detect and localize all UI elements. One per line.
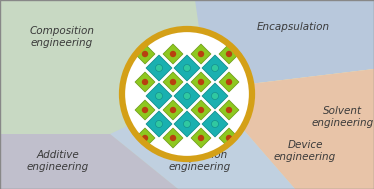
Polygon shape	[0, 134, 178, 189]
Circle shape	[226, 107, 232, 113]
Polygon shape	[208, 69, 374, 189]
Circle shape	[198, 79, 204, 85]
Polygon shape	[202, 111, 228, 137]
Circle shape	[226, 51, 232, 57]
Polygon shape	[146, 83, 172, 109]
Circle shape	[142, 51, 148, 57]
Circle shape	[142, 107, 148, 113]
Polygon shape	[174, 111, 200, 137]
Circle shape	[142, 79, 148, 85]
Polygon shape	[163, 44, 183, 64]
Polygon shape	[135, 128, 155, 148]
Text: Solvent
engineering: Solvent engineering	[312, 106, 374, 128]
Circle shape	[122, 29, 252, 159]
Polygon shape	[110, 89, 295, 189]
Polygon shape	[191, 72, 211, 92]
Circle shape	[198, 107, 204, 113]
Polygon shape	[219, 44, 239, 64]
Polygon shape	[174, 55, 200, 81]
Polygon shape	[191, 128, 211, 148]
Polygon shape	[0, 0, 208, 189]
Polygon shape	[163, 128, 183, 148]
Circle shape	[184, 121, 190, 128]
Polygon shape	[191, 44, 211, 64]
Polygon shape	[219, 100, 239, 120]
Circle shape	[212, 64, 218, 71]
Polygon shape	[163, 72, 183, 92]
Polygon shape	[163, 100, 183, 120]
Polygon shape	[174, 83, 200, 109]
Circle shape	[198, 135, 204, 141]
Circle shape	[170, 79, 176, 85]
Polygon shape	[146, 111, 172, 137]
Text: Device
engineering: Device engineering	[274, 140, 336, 162]
Circle shape	[184, 92, 190, 99]
Circle shape	[226, 79, 232, 85]
Text: Encapsulation: Encapsulation	[257, 22, 329, 32]
Circle shape	[226, 135, 232, 141]
Text: Additive
engineering: Additive engineering	[27, 150, 89, 172]
Text: Dimension
engineering: Dimension engineering	[169, 150, 231, 172]
Polygon shape	[202, 83, 228, 109]
Circle shape	[156, 64, 162, 71]
Circle shape	[156, 92, 162, 99]
Circle shape	[170, 107, 176, 113]
Text: Composition
engineering: Composition engineering	[30, 26, 95, 48]
Polygon shape	[135, 100, 155, 120]
Circle shape	[212, 121, 218, 128]
Polygon shape	[135, 72, 155, 92]
Polygon shape	[219, 128, 239, 148]
Circle shape	[212, 92, 218, 99]
Polygon shape	[208, 69, 374, 189]
Circle shape	[198, 51, 204, 57]
Polygon shape	[191, 100, 211, 120]
Circle shape	[142, 135, 148, 141]
Circle shape	[184, 64, 190, 71]
Circle shape	[156, 121, 162, 128]
Circle shape	[170, 51, 176, 57]
Polygon shape	[135, 44, 155, 64]
Polygon shape	[195, 0, 374, 89]
Polygon shape	[202, 55, 228, 81]
Polygon shape	[146, 55, 172, 81]
Polygon shape	[219, 72, 239, 92]
Circle shape	[170, 135, 176, 141]
